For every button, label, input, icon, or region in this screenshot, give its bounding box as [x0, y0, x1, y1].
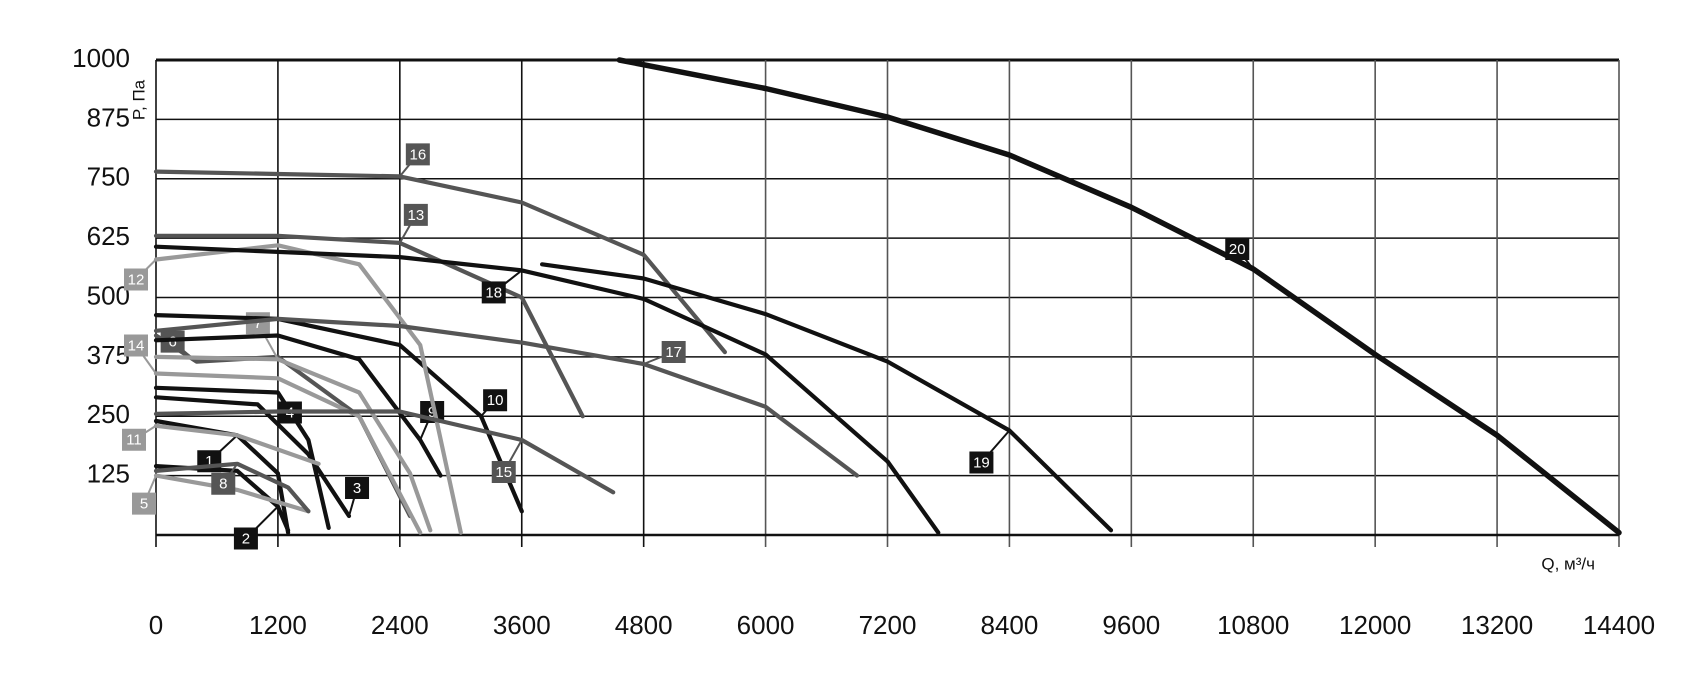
- curve-label: 15: [495, 464, 512, 481]
- x-tick-label: 3600: [493, 610, 551, 640]
- curve: [153, 473, 311, 514]
- y-tick-label: 625: [87, 221, 130, 251]
- curve-label: 2: [242, 530, 250, 547]
- y-tick-label: 875: [87, 102, 130, 132]
- x-tick-label: 8400: [980, 610, 1038, 640]
- curve-label: 3: [353, 480, 361, 497]
- curve-label: 18: [485, 284, 502, 301]
- curve: [153, 333, 443, 478]
- curve-label: 12: [128, 271, 145, 288]
- x-tick-label: 13200: [1461, 610, 1533, 640]
- y-tick-label: 500: [87, 280, 130, 310]
- x-tick-label: 12000: [1339, 610, 1411, 640]
- x-tick-label: 0: [149, 610, 163, 640]
- label-box: [124, 334, 148, 357]
- x-tick-label: 10800: [1217, 610, 1289, 640]
- y-tick-label: 1000: [72, 43, 130, 73]
- x-tick-label: 4800: [615, 610, 673, 640]
- curve: [540, 262, 1114, 533]
- curve-label: 11: [126, 432, 142, 449]
- curve-label: 1: [205, 453, 213, 470]
- label-box: [132, 492, 156, 515]
- x-tick-label: 9600: [1102, 610, 1160, 640]
- grid: [155, 58, 1620, 547]
- label-box: [661, 341, 686, 363]
- x-tick-label: 7200: [859, 610, 917, 640]
- curve: [153, 316, 860, 478]
- x-tick-label: 6000: [737, 610, 795, 640]
- label-box: [211, 472, 236, 495]
- label-box: [483, 389, 508, 412]
- curve: [153, 244, 941, 535]
- x-tick-label: 14400: [1583, 610, 1655, 640]
- label-box: [233, 527, 258, 550]
- curve-label: 16: [409, 146, 426, 163]
- curve: [153, 371, 423, 535]
- label-box: [122, 428, 146, 451]
- curve-label: 17: [665, 344, 682, 361]
- y-axis-label: P, Па: [129, 79, 148, 120]
- label-box: [1225, 238, 1250, 260]
- curve-label: 10: [487, 392, 504, 409]
- curve-label: 7: [254, 315, 262, 332]
- label-box: [481, 281, 506, 304]
- curve-label: 6: [168, 334, 176, 351]
- curve: [153, 313, 524, 514]
- curve: [153, 395, 352, 519]
- curve-label: 20: [1229, 241, 1246, 258]
- curve: [153, 354, 433, 533]
- curve: [153, 423, 321, 466]
- curve-label: 19: [973, 454, 990, 471]
- label-box: [124, 268, 148, 291]
- curve: [153, 169, 727, 355]
- curve: [153, 409, 616, 495]
- y-tick-label: 125: [87, 459, 130, 489]
- curve: [616, 57, 1622, 536]
- curve-label: 9: [428, 404, 436, 421]
- x-tick-label: 2400: [371, 610, 429, 640]
- label-box: [969, 451, 994, 474]
- curve-label: 13: [407, 207, 424, 224]
- curve-label: 8: [219, 476, 227, 493]
- label-box: [403, 203, 428, 226]
- label-box: [491, 461, 516, 483]
- y-tick-label: 250: [87, 399, 130, 429]
- y-tick-label: 750: [87, 162, 130, 192]
- y-tick-label: 375: [87, 340, 130, 370]
- curve-label: 5: [140, 496, 148, 513]
- curve: [153, 233, 585, 419]
- curve-label: 14: [128, 337, 145, 354]
- label-box: [405, 143, 430, 166]
- label-box: [345, 477, 370, 499]
- x-tick-label: 1200: [249, 610, 307, 640]
- curve: [153, 461, 311, 514]
- x-axis-label: Q, м³/ч: [1541, 554, 1595, 573]
